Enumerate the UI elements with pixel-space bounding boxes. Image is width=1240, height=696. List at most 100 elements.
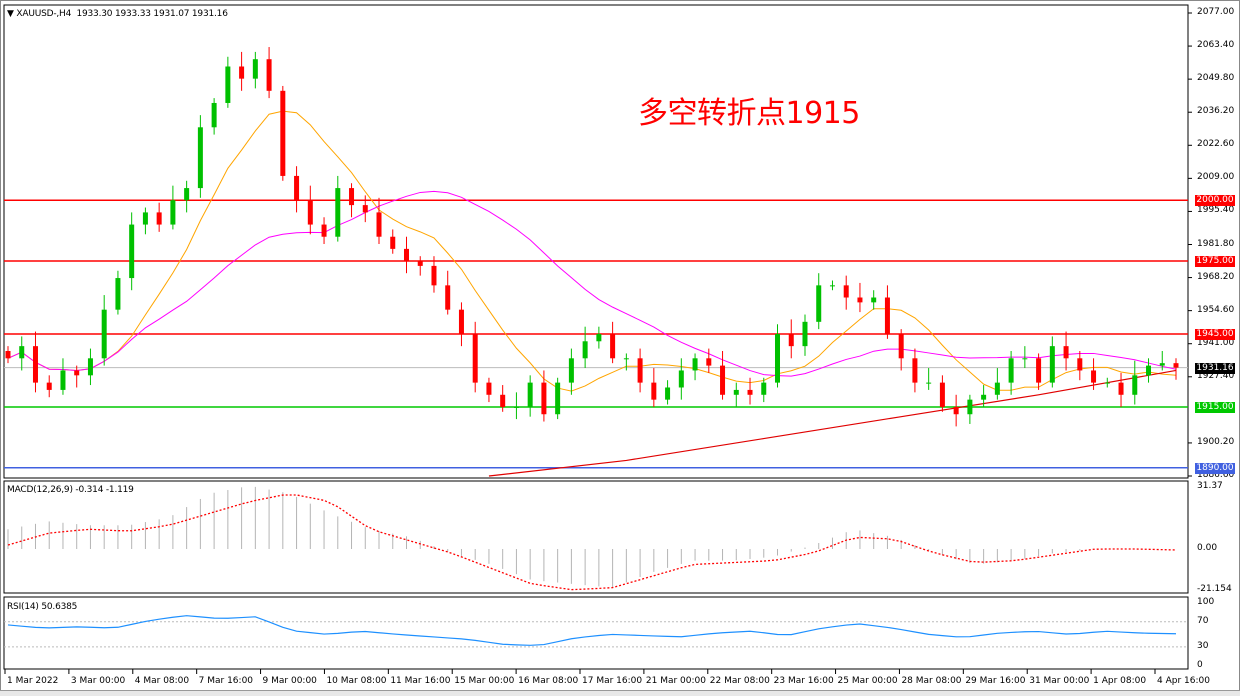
candle-body (1159, 363, 1165, 366)
candle-body (706, 358, 712, 366)
candle-body (720, 365, 726, 395)
ohlc-readout: 1933.30 1933.33 1931.07 1931.16 (76, 9, 228, 19)
candle-body (981, 394, 987, 400)
candle-body (733, 389, 739, 395)
rsi-line (7, 615, 1177, 646)
candle-body (541, 382, 547, 415)
candle-body (953, 406, 959, 415)
price-tick-label: 2063.40 (1197, 40, 1235, 51)
candle-body (596, 333, 602, 342)
time-tick-label: 22 Mar 08:00 (709, 676, 770, 686)
price-level-tag: 1975.00 (1195, 256, 1235, 268)
candle-body (775, 333, 781, 383)
candle-body (362, 205, 368, 213)
price-level-tag: 1890.00 (1195, 462, 1235, 474)
candle-body (472, 333, 478, 383)
candle-body (500, 394, 506, 407)
ma-fast-line (7, 110, 1177, 392)
candle-body (1063, 346, 1069, 359)
time-tick-label: 16 Mar 08:00 (518, 676, 579, 686)
candle-body (747, 389, 753, 395)
time-tick-label: 31 Mar 00:00 (1029, 676, 1090, 686)
chart-header: ▼ XAUUSD-,H4 1933.30 1933.33 1931.07 193… (7, 9, 228, 19)
candle-body (678, 370, 684, 388)
candle-body (280, 90, 286, 176)
price-tick-label: 1927.40 (1197, 370, 1235, 381)
candle-body (1104, 382, 1110, 384)
candle-body (87, 358, 93, 376)
candle-body (802, 321, 808, 347)
time-tick-label: 11 Mar 16:00 (390, 676, 451, 686)
price-tick-label: 2049.80 (1197, 73, 1235, 84)
candle-body (349, 188, 355, 206)
time-tick-label: 1 Mar 2022 (7, 676, 59, 686)
candle-body (184, 188, 190, 201)
price-tick-label: 1941.00 (1197, 337, 1235, 348)
time-tick-label: 4 Apr 16:00 (1157, 676, 1210, 686)
candle-body (458, 309, 464, 334)
candle-body (1132, 375, 1138, 395)
time-tick-label: 15 Mar 00:00 (454, 676, 515, 686)
rsi-tick-label: 70 (1197, 615, 1209, 626)
candle-body (623, 358, 629, 360)
symbol-label: XAUUSD-,H4 (16, 9, 72, 19)
price-level-tag: 1945.00 (1195, 328, 1235, 340)
candle-body (829, 285, 835, 287)
price-tick-label: 2009.00 (1197, 172, 1235, 183)
tab-bar[interactable] (0, 690, 1240, 696)
candle-body (225, 66, 231, 103)
candle-body (156, 212, 162, 225)
candle-body (431, 265, 437, 286)
candle-body (32, 346, 38, 383)
candle-body (266, 59, 272, 91)
candle-body (376, 212, 382, 237)
candle-body (857, 297, 863, 303)
candle-body (527, 382, 533, 407)
time-tick-label: 1 Apr 08:00 (1093, 676, 1147, 686)
candle-body (1036, 358, 1042, 383)
candle-body (486, 382, 492, 395)
candle-body (60, 370, 66, 390)
price-tick-label: 1900.20 (1197, 436, 1235, 447)
candle-body (898, 333, 904, 359)
candle-body (46, 382, 52, 390)
candle-body (74, 370, 80, 376)
candle-body (211, 102, 217, 128)
candle-body (665, 387, 671, 400)
price-tick-label: 1954.60 (1197, 304, 1235, 315)
macd-tick-label: 0.00 (1197, 543, 1218, 553)
candle-body (513, 406, 519, 408)
candle-body (19, 346, 25, 359)
time-tick-label: 21 Mar 00:00 (645, 676, 706, 686)
candle-body (651, 382, 657, 400)
time-tick-label: 29 Mar 16:00 (965, 676, 1026, 686)
price-tick-label: 2022.60 (1197, 139, 1235, 150)
rsi-label: RSI(14) 50.6385 (7, 602, 78, 612)
candle-body (926, 382, 932, 384)
macd-signal-line (7, 494, 1177, 591)
candle-body (967, 399, 973, 415)
candle-body (239, 66, 245, 79)
time-tick-label: 10 Mar 08:00 (326, 676, 387, 686)
candle-body (761, 382, 767, 395)
candle-body (692, 358, 698, 371)
candle-body (884, 297, 890, 334)
candle-body (417, 261, 423, 266)
candle-body (1173, 363, 1179, 368)
price-level-tag: 1915.00 (1195, 401, 1235, 413)
time-tick-label: 9 Mar 00:00 (262, 676, 317, 686)
candle-body (142, 212, 148, 225)
ma-mid-line (7, 190, 1177, 377)
candle-body (994, 382, 1000, 395)
candle-body (1008, 358, 1014, 383)
time-tick-label: 17 Mar 16:00 (582, 676, 643, 686)
rsi-tick-label: 30 (1197, 640, 1209, 651)
candle-body (335, 188, 341, 237)
candle-body (610, 333, 616, 359)
price-tick-label: 1995.40 (1197, 205, 1235, 216)
candle-body (5, 351, 11, 359)
candle-body (307, 200, 313, 225)
candle-body (1091, 370, 1097, 383)
annotation-text: 多空转折点1915 (638, 96, 860, 131)
